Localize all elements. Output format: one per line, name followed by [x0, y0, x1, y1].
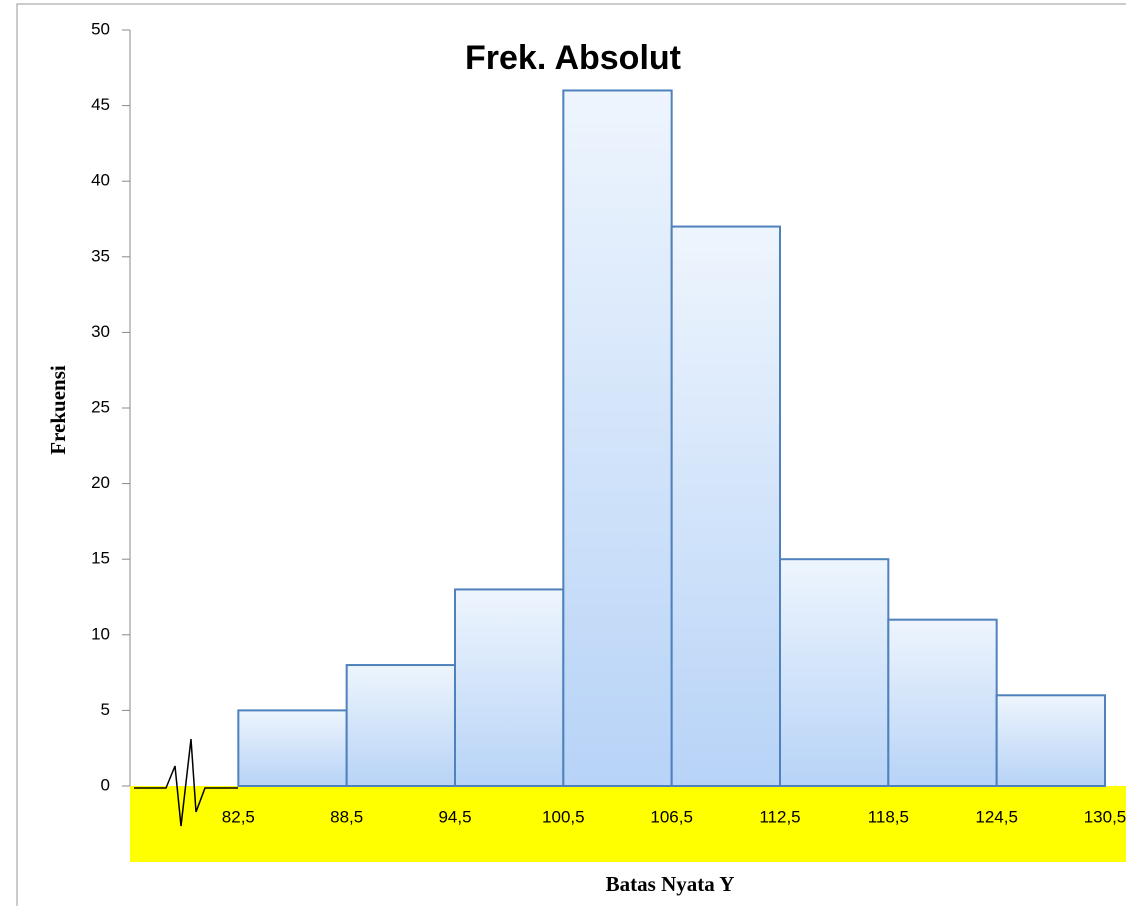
chart-title: Frek. Absolut	[465, 39, 681, 77]
y-tick-label: 10	[91, 624, 110, 643]
y-tick-label: 15	[91, 549, 110, 568]
y-tick-label: 20	[91, 473, 110, 492]
bar	[779, 558, 890, 788]
y-tick-label: 5	[101, 700, 110, 719]
bar	[887, 618, 998, 787]
x-tick-label: 100,5	[542, 807, 585, 826]
x-tick-label: 106,5	[650, 807, 693, 826]
x-tick-label: 94,5	[438, 807, 471, 826]
x-band	[130, 786, 1126, 862]
x-tick-label: 118,5	[868, 807, 909, 826]
bar	[995, 694, 1107, 788]
axis-break	[134, 738, 238, 827]
y-tick-label: 35	[91, 246, 110, 265]
y-tick-label: 25	[91, 397, 110, 416]
x-axis-title: Batas Nyata Y	[606, 872, 735, 896]
y-tick-label: 0	[101, 775, 110, 794]
bar	[670, 225, 782, 787]
bar	[454, 588, 565, 787]
plot: 0 5 10 15 20 25 30 35 40 45 50 82,5 88,5 94,5 100,5 106…	[91, 19, 1126, 826]
x-tick-label: 124,5	[975, 807, 1018, 826]
y-axis-title: Frekuensi	[46, 365, 70, 455]
y-tick-label: 30	[91, 322, 110, 341]
frame	[16, 3, 1126, 906]
bar	[345, 664, 456, 787]
x-tick-label: 130,5	[1084, 807, 1126, 826]
x-tick-label: 112,5	[759, 807, 800, 826]
y-tick-label: 40	[91, 171, 110, 190]
y-tick-label: 50	[91, 19, 110, 38]
bar	[562, 89, 673, 788]
x-tick-label: 88,5	[330, 807, 363, 826]
x-tick-label: 82,5	[222, 807, 255, 826]
bar	[237, 709, 348, 788]
y-tick-label: 45	[91, 95, 110, 114]
